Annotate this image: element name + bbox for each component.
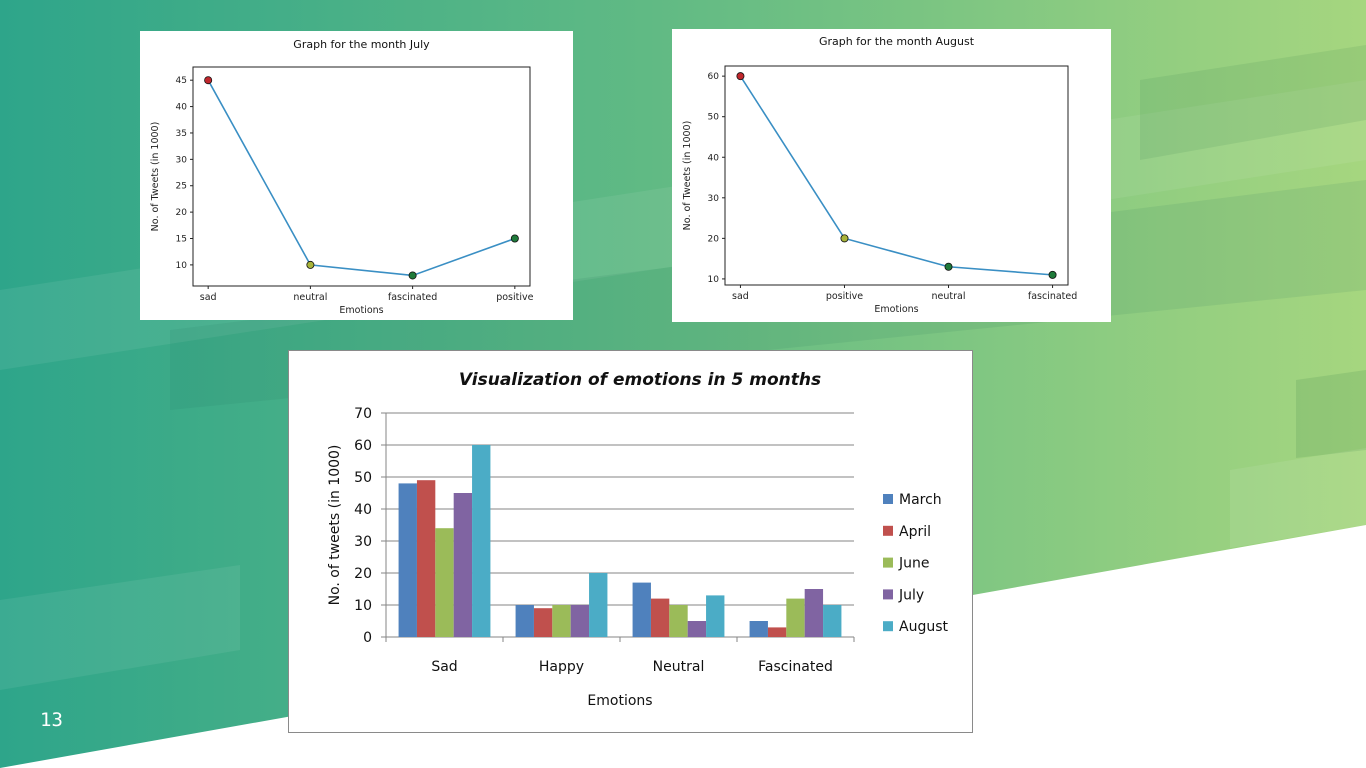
y-tick-label: 40 <box>708 153 720 163</box>
august-line-chart-panel: Graph for the month August 10 20 30 40 50 60 sa… <box>672 29 1111 322</box>
y-axis-label: No. of tweets (in 1000) <box>327 445 343 606</box>
bar-neutral-june <box>669 605 688 637</box>
y-tick-label: 50 <box>708 113 720 123</box>
y-tick-label: 10 <box>354 598 372 614</box>
august-line-chart: Graph for the month August 10 20 30 40 50 60 sa… <box>682 35 1077 315</box>
bar-sad-june <box>435 528 454 637</box>
bar-fascinated-august <box>823 605 842 637</box>
bar-sad-july <box>453 493 473 637</box>
x-tick-label: fascinated <box>388 292 437 303</box>
y-tick-label: 40 <box>176 103 188 113</box>
x-tick-label: sad <box>200 292 217 303</box>
y-tick-label: 15 <box>176 235 187 245</box>
x-tick-label: neutral <box>293 292 327 303</box>
chart-title: Graph for the month August <box>819 35 975 48</box>
x-axis-label: Emotions <box>339 305 383 316</box>
y-tick-label: 60 <box>354 438 372 454</box>
y-tick-label: 40 <box>354 502 372 518</box>
data-point-fascinated <box>1048 270 1057 279</box>
data-point-sad <box>736 72 745 81</box>
legend-label-march: March <box>899 492 942 508</box>
y-tick-label: 50 <box>354 470 372 486</box>
legend-swatch-march <box>883 494 893 504</box>
bar-happy-july <box>570 605 590 637</box>
y-tick-label: 20 <box>176 208 188 218</box>
page-number: 13 <box>40 709 63 731</box>
x-tick-label: Sad <box>431 659 457 675</box>
series-line <box>207 79 516 277</box>
x-tick-label: positive <box>496 292 533 303</box>
y-tick-label: 30 <box>176 155 188 165</box>
y-axis-label: No. of Tweets (in 1000) <box>150 122 161 232</box>
y-tick-label: 20 <box>708 234 720 244</box>
x-tick-label: fascinated <box>1028 291 1077 302</box>
chart-title: Visualization of emotions in 5 months <box>459 370 821 390</box>
bar-fascinated-july <box>804 589 824 637</box>
y-tick-label: 30 <box>708 194 720 204</box>
legend-label-april: April <box>899 524 931 540</box>
data-point-sad <box>204 76 213 85</box>
plot-frame <box>724 65 1069 286</box>
data-point-positive <box>840 234 849 243</box>
y-axis-label: No. of Tweets (in 1000) <box>682 121 693 231</box>
bar-happy-april <box>533 608 553 637</box>
legend-label-june: June <box>898 556 930 572</box>
legend-swatch-april <box>883 525 893 536</box>
chart-title: Graph for the month July <box>293 38 430 51</box>
bar-happy-august <box>589 573 608 637</box>
legend-swatch-august <box>883 621 893 632</box>
y-tick-label: 0 <box>363 630 372 646</box>
y-tick-label: 30 <box>354 534 372 550</box>
legend-swatch-july <box>883 589 893 600</box>
y-tick-label: 20 <box>354 566 372 582</box>
bar-sad-april <box>416 480 436 637</box>
july-line-chart: Graph for the month July 10 15 20 25 30 35 40 45… <box>150 38 534 316</box>
y-tick-label: 10 <box>708 275 720 285</box>
legend-label-august: August <box>899 619 949 635</box>
y-tick-label: 60 <box>708 72 720 82</box>
legend-label-july: July <box>898 587 924 603</box>
data-point-positive <box>510 234 519 243</box>
emotions-bar-chart-panel: Visualization of emotions in 5 months 0 10… <box>288 350 973 733</box>
data-point-neutral <box>944 262 953 271</box>
legend-swatch-june <box>883 557 893 568</box>
bar-fascinated-april <box>767 627 787 637</box>
x-tick-label: Fascinated <box>758 659 833 675</box>
x-tick-label: positive <box>826 291 863 302</box>
x-tick-label: Happy <box>539 659 584 675</box>
data-point-fascinated <box>408 271 417 280</box>
bar-neutral-july <box>687 621 707 637</box>
y-tick-label: 45 <box>176 76 187 86</box>
y-tick-label: 35 <box>176 129 187 139</box>
bar-neutral-april <box>650 598 670 637</box>
plot-frame <box>192 66 531 287</box>
x-axis-label: Emotions <box>587 693 652 709</box>
bar-neutral-march <box>632 582 651 637</box>
bar-happy-march <box>515 605 534 637</box>
y-tick-label: 10 <box>176 261 188 271</box>
emotions-bar-chart: Visualization of emotions in 5 months 0 10… <box>327 370 949 709</box>
y-tick-label: 25 <box>176 182 187 192</box>
x-axis-label: Emotions <box>874 304 918 315</box>
bar-fascinated-march <box>749 621 768 637</box>
x-tick-label: sad <box>732 291 749 302</box>
y-tick-label: 70 <box>354 406 372 422</box>
bar-happy-june <box>552 605 571 637</box>
bar-sad-march <box>398 483 417 637</box>
data-point-neutral <box>306 260 315 269</box>
july-line-chart-panel: Graph for the month July 10 15 20 25 30 35 40 45… <box>140 31 573 320</box>
x-tick-label: neutral <box>932 291 966 302</box>
series-line <box>739 75 1053 276</box>
bar-neutral-august <box>706 595 725 637</box>
bar-sad-august <box>472 445 491 637</box>
x-tick-label: Neutral <box>653 659 705 675</box>
bar-fascinated-june <box>786 598 805 637</box>
